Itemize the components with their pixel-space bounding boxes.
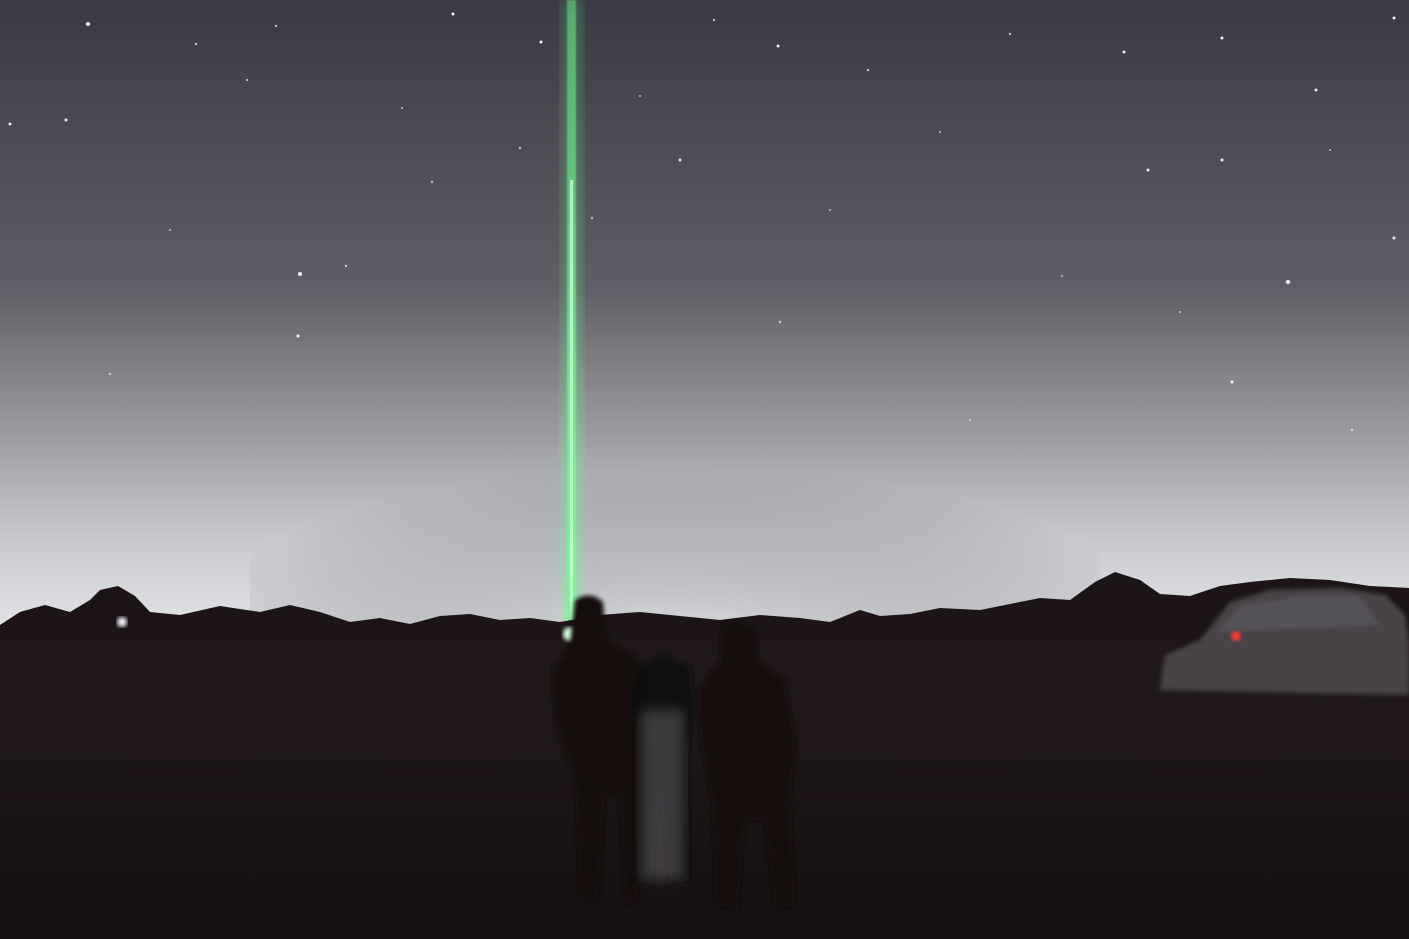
star <box>1329 149 1331 151</box>
star <box>712 18 716 22</box>
field-band <box>0 636 1409 656</box>
star <box>194 42 198 46</box>
star <box>776 44 780 48</box>
star <box>678 158 682 162</box>
star <box>1061 275 1063 277</box>
star <box>296 334 300 338</box>
star <box>590 216 594 220</box>
distant-light <box>117 617 127 627</box>
person-right <box>698 621 795 910</box>
star-field <box>8 12 1396 432</box>
star <box>1350 428 1354 432</box>
star <box>778 320 782 324</box>
star <box>108 372 112 376</box>
laser-beam <box>561 0 583 632</box>
star <box>344 264 348 268</box>
star <box>298 272 302 276</box>
star <box>1146 168 1150 172</box>
person-left <box>552 595 648 905</box>
star <box>866 68 870 72</box>
star <box>639 95 641 97</box>
star <box>64 118 68 122</box>
star <box>451 12 455 16</box>
star <box>86 22 90 26</box>
star <box>1220 36 1224 40</box>
star <box>1008 32 1012 36</box>
parked-car <box>1160 588 1409 695</box>
horizon-glow <box>250 350 1100 650</box>
star <box>518 146 522 150</box>
star <box>1220 158 1224 162</box>
star <box>245 78 249 82</box>
star <box>1122 50 1126 54</box>
star <box>969 419 971 421</box>
star <box>829 209 831 211</box>
star <box>539 40 543 44</box>
star <box>939 131 941 133</box>
star <box>1285 279 1291 285</box>
star <box>1392 16 1396 20</box>
star <box>169 229 171 231</box>
star <box>274 24 278 28</box>
star <box>430 180 434 184</box>
star <box>1314 88 1318 92</box>
star <box>1230 380 1234 384</box>
star <box>1392 236 1396 240</box>
star <box>1179 311 1181 313</box>
lit-clothing <box>640 710 684 880</box>
star <box>401 107 403 109</box>
star <box>8 122 12 126</box>
